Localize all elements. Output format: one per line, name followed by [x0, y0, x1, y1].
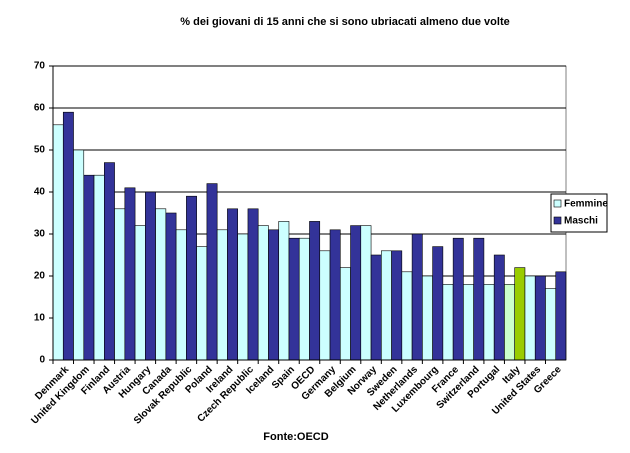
bar [524, 275, 536, 361]
y-tick-label: 30 [34, 229, 46, 240]
bar [134, 225, 146, 361]
bar [247, 208, 259, 361]
bar [104, 162, 115, 361]
y-tick-label: 60 [34, 103, 46, 114]
bar [329, 229, 341, 361]
bar [452, 237, 464, 361]
legend-swatch [553, 199, 562, 208]
bar [493, 254, 505, 361]
bar [175, 229, 187, 361]
bar [206, 183, 218, 361]
bar [165, 212, 177, 361]
source: Fonte:OECD [263, 431, 328, 443]
bar [62, 111, 74, 361]
bar [288, 237, 300, 361]
y-tick-label: 10 [34, 313, 46, 324]
bar [145, 191, 156, 361]
y-tick-label: 50 [34, 145, 46, 156]
y-tick-label: 40 [34, 187, 46, 198]
bar [319, 250, 331, 361]
bar [555, 271, 567, 361]
bar [298, 237, 310, 361]
bar [442, 284, 454, 361]
bar [504, 284, 516, 361]
bar [381, 250, 392, 361]
chart-title: % dei giovani di 15 anni che si sono ubr… [180, 16, 509, 28]
bar [545, 288, 557, 361]
bar [216, 229, 228, 361]
bar [360, 225, 372, 361]
bar [186, 195, 197, 361]
bar [432, 246, 444, 361]
bar [463, 284, 474, 361]
bar [534, 275, 546, 361]
bar [278, 221, 290, 361]
bar [309, 221, 321, 361]
legend-label: Femmine [564, 199, 608, 210]
y-tick-label: 70 [34, 61, 46, 72]
legend-label: Maschi [564, 216, 598, 227]
bar [411, 233, 423, 361]
bar [339, 267, 351, 361]
bar [83, 174, 95, 361]
bar [114, 208, 126, 361]
bar [370, 254, 382, 361]
bar [257, 225, 269, 361]
bar [93, 174, 105, 361]
bar [196, 246, 208, 361]
bar [227, 208, 238, 361]
bar [73, 149, 85, 361]
legend-swatch [553, 216, 562, 225]
bar [391, 250, 403, 361]
bar [401, 271, 413, 361]
bar [268, 229, 280, 361]
bar [514, 267, 526, 361]
bar [52, 124, 64, 361]
bar [155, 208, 167, 361]
y-tick-label: 0 [39, 355, 45, 366]
bar [422, 275, 433, 361]
bar [124, 187, 136, 361]
y-tick-label: 20 [34, 271, 46, 282]
bar [483, 284, 495, 361]
bar [237, 233, 249, 361]
bar [473, 237, 485, 361]
bar [350, 225, 362, 361]
